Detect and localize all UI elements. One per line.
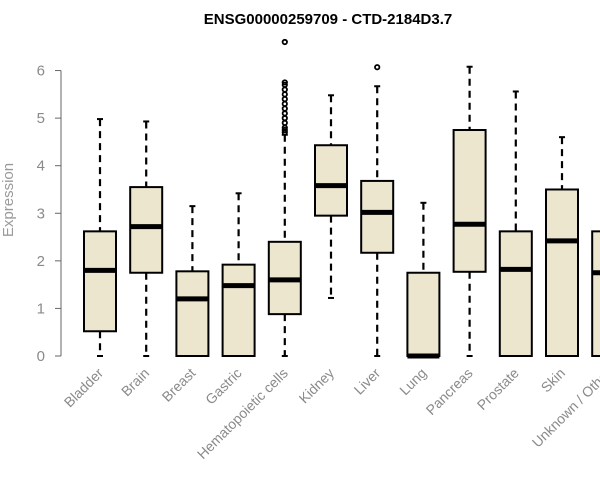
box-group xyxy=(129,120,164,357)
box-group xyxy=(591,230,600,357)
box-group xyxy=(406,201,441,359)
outlier-point xyxy=(281,81,288,88)
box-group xyxy=(267,38,302,357)
x-tick-label: Skin xyxy=(538,365,569,396)
outlier-point xyxy=(281,100,288,107)
outlier-point xyxy=(281,110,288,117)
box-group xyxy=(498,90,533,357)
box-iqr xyxy=(175,270,210,357)
box-iqr xyxy=(406,271,441,358)
box-group xyxy=(360,64,395,357)
box-group xyxy=(545,136,579,357)
y-tick-label: 6 xyxy=(37,63,45,80)
x-tick-label: Kidney xyxy=(296,365,338,407)
x-tick-label: Prostate xyxy=(474,365,522,413)
outlier-point xyxy=(281,91,288,98)
boxplot-series xyxy=(83,38,600,359)
box-iqr xyxy=(129,186,164,274)
outlier-point xyxy=(281,95,288,103)
x-tick-label: Breast xyxy=(159,365,199,405)
y-axis-label: Expression xyxy=(0,163,17,237)
y-tick-label: 0 xyxy=(37,348,45,365)
x-tick-label: Lung xyxy=(396,365,429,398)
y-tick-label: 4 xyxy=(37,158,45,175)
chart-title: ENSG00000259709 - CTD-2184D3.7 xyxy=(204,11,452,28)
box-iqr xyxy=(591,230,600,357)
y-tick-label: 2 xyxy=(37,253,45,270)
y-tick-label: 5 xyxy=(37,110,45,127)
box-iqr xyxy=(83,230,117,333)
box-group xyxy=(175,205,210,357)
outlier-point xyxy=(374,64,381,71)
box-iqr xyxy=(452,129,487,273)
box-iqr xyxy=(360,179,395,254)
box-group xyxy=(83,118,117,357)
x-tick-label: Hematopoietic cells xyxy=(194,365,291,462)
box-iqr xyxy=(498,230,533,357)
x-tick-label: Liver xyxy=(351,365,384,398)
outlier-point xyxy=(281,126,288,134)
y-tick-label: 1 xyxy=(37,300,45,317)
outlier-point xyxy=(281,115,288,122)
box-group xyxy=(221,192,256,357)
box-iqr xyxy=(221,263,256,357)
outlier-point xyxy=(281,119,288,126)
outlier-point xyxy=(281,86,288,93)
box-group xyxy=(452,65,487,357)
box-iqr xyxy=(545,188,579,357)
x-tick-label: Brain xyxy=(118,365,152,399)
outlier-point xyxy=(281,79,288,86)
box-group xyxy=(314,94,348,299)
box-iqr xyxy=(314,144,348,217)
outlier-point xyxy=(281,38,288,46)
outlier-point xyxy=(281,105,288,112)
x-tick-label: Gastric xyxy=(202,365,245,408)
x-tick-label: Bladder xyxy=(61,365,107,411)
y-tick-label: 3 xyxy=(37,205,45,222)
x-tick-label: Pancreas xyxy=(423,365,476,418)
y-axis: 0 1 2 3 4 5 6 xyxy=(37,63,62,365)
